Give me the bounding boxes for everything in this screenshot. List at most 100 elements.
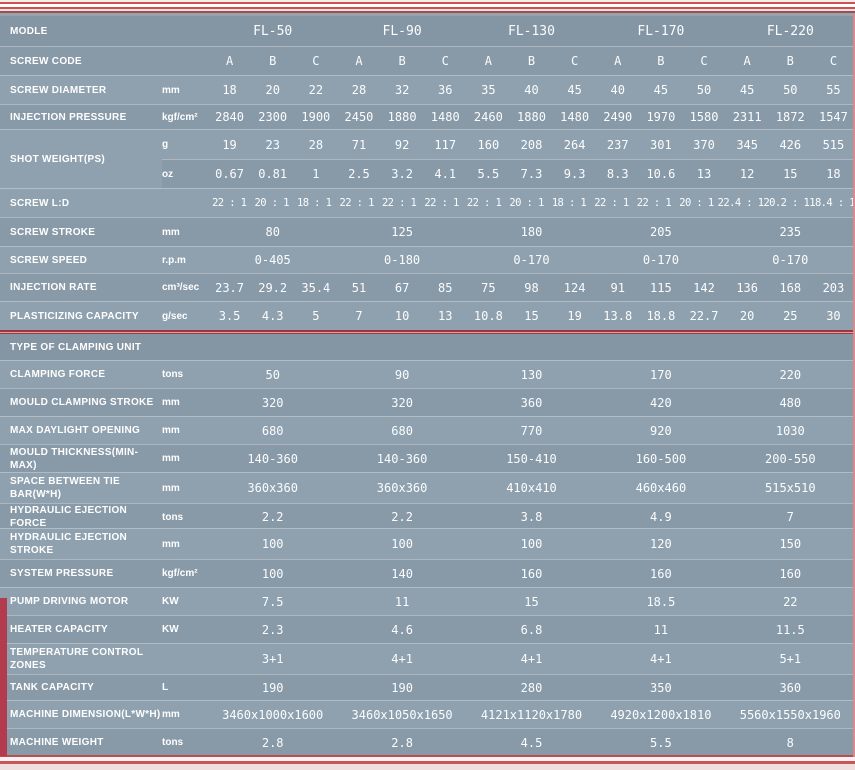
cell-value: 10.8 <box>473 309 503 323</box>
cell-value: 125 <box>391 225 413 239</box>
cell-value: 2300 <box>258 110 288 124</box>
row-label: HEATER CAPACITY <box>10 624 109 635</box>
row-label: SYSTEM PRESSURE <box>10 568 114 579</box>
row-unit: KW <box>162 624 179 635</box>
row-label: HYDRAULIC EJECTION STROKE <box>10 532 128 556</box>
row-label: PLASTICIZING CAPACITY <box>10 310 139 322</box>
cell-value: 100 <box>520 537 543 551</box>
cell-value: 142 <box>693 280 715 295</box>
cell-value: 98 <box>524 280 539 295</box>
screw-code-letter: A <box>484 54 492 68</box>
cell-value: 0-405 <box>254 253 291 267</box>
row-label: MOULD THICKNESS(MIN-MAX) <box>10 446 139 471</box>
screw-code-letter: C <box>312 54 320 68</box>
cell-value: 4.9 <box>650 510 672 524</box>
cell-value: 1872 <box>775 110 805 124</box>
row-label: INJECTION PRESSURE <box>10 111 127 123</box>
table-row: PUMP DRIVING MOTOR KW 7.5 11 15 18.5 22 <box>0 587 855 615</box>
cell-value: 15 <box>524 309 539 323</box>
row-unit: r.p.m <box>162 254 186 266</box>
cell-value: 18 <box>222 83 237 97</box>
row-unit: oz <box>162 168 174 180</box>
spec-table: MODLE FL-50 FL-90 FL-130 FL-170 FL-220 SCREW C… <box>0 16 855 756</box>
cell-value: 22.7 <box>689 309 719 323</box>
cell-value: 50 <box>696 83 712 97</box>
cell-value: 4920x1200x1810 <box>610 707 712 722</box>
cell-value: 168 <box>779 280 802 295</box>
table-row: CLAMPING FORCE tons 50 90 130 170 220 <box>0 360 855 388</box>
cell-value: 29.2 <box>258 280 288 295</box>
cell-value: 360 <box>779 680 802 695</box>
cell-value: 5+1 <box>779 652 802 666</box>
cell-value: 0-180 <box>384 253 421 267</box>
cell-value: 140-360 <box>376 451 428 466</box>
cell-value: 124 <box>563 280 586 295</box>
cell-value: 80 <box>265 225 280 239</box>
cell-value: 75 <box>481 280 496 295</box>
cell-value: 200-550 <box>765 451 816 466</box>
table-row-shot-weight: SHOT WEIGHT(PS) g 19 23 28 71 92 117 160 208 264 23… <box>0 129 855 188</box>
shot-subrow: oz 0.67 0.81 1 2.5 3.2 4.1 5.5 7.3 9.3 8.3 10.6 13 12… <box>162 159 855 188</box>
screw-code-letter: B <box>786 54 794 68</box>
cell-value: 160-500 <box>635 451 687 466</box>
model-name: FL-220 <box>766 23 814 39</box>
row-unit: mm <box>162 709 180 720</box>
row-label: HYDRAULIC EJECTION FORCE <box>10 505 128 529</box>
cell-value: 150 <box>779 537 802 551</box>
cell-value: 35 <box>481 83 496 97</box>
screw-code-letter: C <box>571 54 579 68</box>
top-border-stripes <box>0 0 855 16</box>
cell-value: 3460x1050x1650 <box>351 707 453 722</box>
row-label: TEMPERATURE CONTROL ZONES <box>10 647 144 671</box>
row-unit: cm³/sec <box>162 282 200 293</box>
cell-value: 1900 <box>301 110 331 124</box>
cell-value: 1880 <box>387 110 417 124</box>
cell-value: 0.81 <box>258 167 288 181</box>
cell-value: 5.5 <box>477 167 500 181</box>
model-name: FL-50 <box>253 23 293 39</box>
cell-value: 7 <box>786 510 794 524</box>
cell-value: 320 <box>261 395 284 410</box>
cell-value: 13.8 <box>603 309 633 323</box>
cell-value: 170 <box>650 367 672 382</box>
cell-value: 160 <box>520 566 543 581</box>
cell-value: 67 <box>394 280 410 295</box>
table-row: HEATER CAPACITY KW 2.3 4.6 6.8 11 11.5 <box>0 615 855 643</box>
row-unit: mm <box>162 425 180 436</box>
table-row: TANK CAPACITY L 190 190 280 350 360 <box>0 674 855 700</box>
screw-code-letter: B <box>527 54 536 68</box>
cell-value: 920 <box>650 423 672 438</box>
screw-code-letter: C <box>700 54 708 68</box>
cell-value: 22 : 1 <box>466 197 502 209</box>
shot-subrow: g 19 23 28 71 92 117 160 208 264 237 301 370 345 426 51… <box>162 130 855 159</box>
cell-value: 280 <box>520 680 543 695</box>
row-label: SHOT WEIGHT(PS) <box>10 153 106 165</box>
cell-value: 2.5 <box>348 167 370 181</box>
table-row: MOULD THICKNESS(MIN-MAX) mm 140-360 140-360… <box>0 444 855 472</box>
cell-value: 235 <box>779 225 802 239</box>
cell-value: 237 <box>606 137 629 152</box>
cell-value: 3+1 <box>261 652 284 666</box>
row-unit: mm <box>162 397 180 408</box>
cell-value: 180 <box>520 225 543 239</box>
table-row: TEMPERATURE CONTROL ZONES 3+1 4+1 4+1 4+1 5+1 <box>0 643 855 674</box>
cell-value: 36 <box>438 83 453 97</box>
cell-value: 45 <box>653 83 669 97</box>
table-row: SCREW CODE A B C A B C A B C A B C A B C <box>0 46 855 75</box>
right-red-accent-line <box>853 14 855 757</box>
cell-value: 4+1 <box>650 652 672 666</box>
table-row: MACHINE DIMENSION(L*W*H) mm 3460x1000x1600… <box>0 700 855 728</box>
cell-value: 51 <box>351 280 367 295</box>
cell-value: 136 <box>736 280 758 295</box>
cell-value: 1030 <box>775 423 805 438</box>
cell-value: 5 <box>312 309 320 323</box>
row-unit: L <box>162 682 169 693</box>
cell-value: 420 <box>650 395 672 410</box>
cell-value: 3.2 <box>391 167 413 181</box>
cell-value: 115 <box>650 280 672 295</box>
cell-value: 45 <box>567 83 582 97</box>
row-unit: g/sec <box>162 310 188 322</box>
cell-value: 18.8 <box>646 309 676 323</box>
screw-code-letter: C <box>441 54 449 68</box>
table-row: MOULD CLAMPING STROKE mm 320 320 360 420 480 <box>0 388 855 416</box>
